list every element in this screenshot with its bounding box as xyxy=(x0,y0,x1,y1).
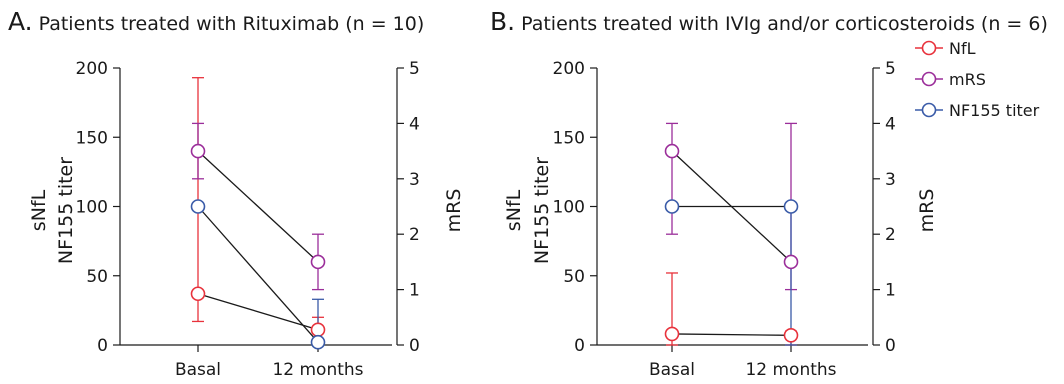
x-tick-label: Basal xyxy=(175,360,221,380)
x-tick-label: 12 months xyxy=(745,360,836,380)
right-tick-label: 5 xyxy=(409,59,420,79)
right-tick-label: 0 xyxy=(885,336,896,356)
panel-a: A. Patients treated with Rituximab (n = 1… xyxy=(8,7,465,380)
nfl-point xyxy=(664,326,680,342)
right-tick-label: 1 xyxy=(409,281,420,301)
left-axis-label-line1: sNfL xyxy=(503,189,525,231)
nfl-point xyxy=(310,322,326,338)
left-axis-label-line1: sNfL xyxy=(28,189,50,231)
mrs-series-line xyxy=(197,150,319,263)
right-axis-label: mRS xyxy=(443,189,465,233)
right-tick-label: 4 xyxy=(885,114,896,134)
left-tick-label: 150 xyxy=(553,128,585,148)
nfl-series-line xyxy=(197,293,319,331)
right-tick-label: 1 xyxy=(885,281,896,301)
nfl-point xyxy=(783,328,799,343)
right-tick-label: 0 xyxy=(409,336,420,356)
right-tick-label: 3 xyxy=(885,170,896,190)
nf155-titer-series-line xyxy=(197,206,319,343)
legend-mrs-marker xyxy=(921,71,937,87)
left-tick-label: 100 xyxy=(553,198,585,218)
legend-nfl-label: NfL xyxy=(949,39,976,58)
legend-nf155-titer-marker xyxy=(921,102,937,118)
legend: NfL mRS NF155 titer xyxy=(915,39,1040,120)
nfl-series-line xyxy=(671,333,792,336)
x-tick-label: 12 months xyxy=(272,360,363,380)
panel-b: B. Patients treated with IVIg and/or cort… xyxy=(490,7,1048,380)
left-tick-label: 50 xyxy=(86,267,108,287)
left-tick-label: 150 xyxy=(76,128,108,148)
left-axis-label-line2: NF155 titer xyxy=(55,157,77,264)
mrs-point xyxy=(190,143,206,159)
right-tick-label: 2 xyxy=(409,225,420,245)
left-tick-label: 0 xyxy=(97,336,108,356)
legend-nfl-marker xyxy=(921,40,937,56)
panel-title: A. Patients treated with Rituximab (n = 1… xyxy=(8,7,424,36)
left-axis-label-line2: NF155 titer xyxy=(531,157,553,264)
right-tick-label: 5 xyxy=(885,59,896,79)
nf155-titer-point xyxy=(310,334,326,350)
left-tick-label: 200 xyxy=(76,59,108,79)
nfl-point xyxy=(190,286,206,302)
left-tick-label: 200 xyxy=(553,59,585,79)
legend-nf155-titer-label: NF155 titer xyxy=(949,101,1040,120)
left-tick-label: 100 xyxy=(76,198,108,218)
legend-mrs-label: mRS xyxy=(949,70,986,89)
nf155-titer-point xyxy=(664,199,680,214)
nf155-titer-point xyxy=(190,199,206,214)
mrs-point xyxy=(664,143,680,159)
panel-title-letter: A. xyxy=(8,7,33,36)
left-tick-label: 50 xyxy=(563,267,585,287)
right-tick-label: 2 xyxy=(885,225,896,245)
panel-title-letter: B. xyxy=(490,7,515,36)
right-tick-label: 3 xyxy=(409,170,420,190)
nf155-titer-point xyxy=(783,199,799,214)
panel-title-text: Patients treated with IVIg and/or cortic… xyxy=(521,13,1048,35)
right-axis-label: mRS xyxy=(916,189,938,233)
panel-title: B. Patients treated with IVIg and/or cort… xyxy=(490,7,1048,36)
right-tick-label: 4 xyxy=(409,114,420,134)
panel-title-text: Patients treated with Rituximab (n = 10) xyxy=(39,13,425,35)
mrs-point xyxy=(783,254,799,270)
x-tick-label: Basal xyxy=(649,360,695,380)
left-tick-label: 0 xyxy=(574,336,585,356)
mrs-point xyxy=(310,254,326,270)
